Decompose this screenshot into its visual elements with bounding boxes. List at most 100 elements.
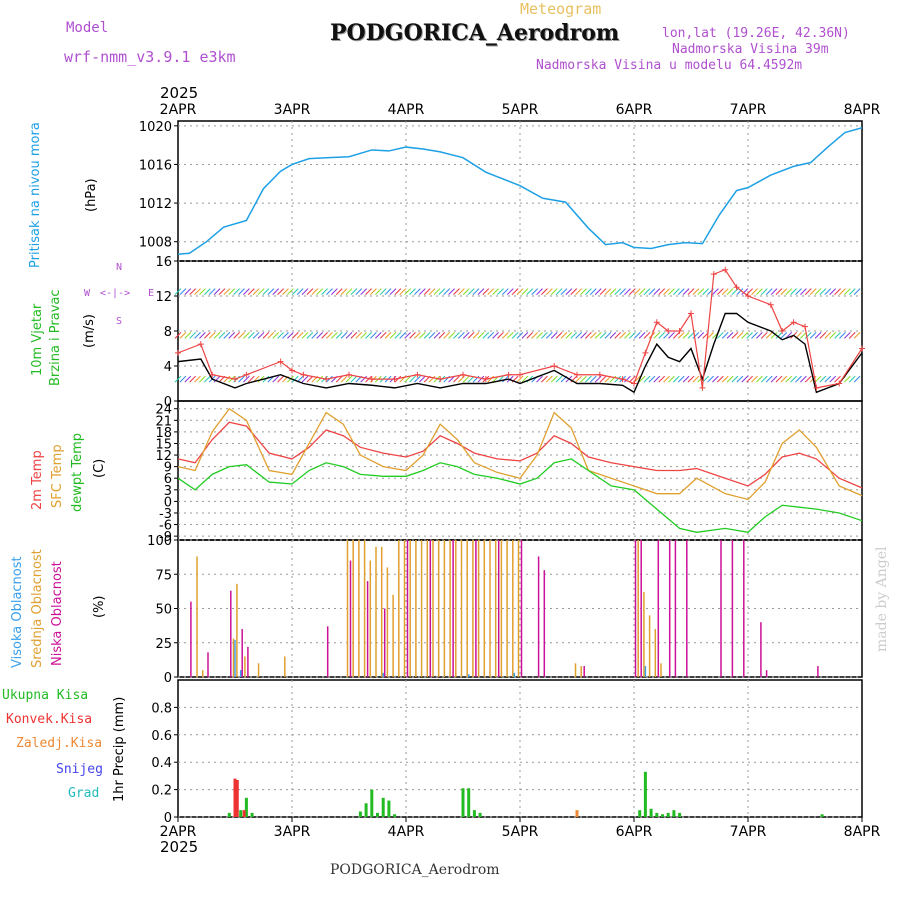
- wind-direction-arrow: [448, 332, 455, 339]
- wind-direction-arrow: [599, 332, 607, 339]
- wind-direction-arrow: [409, 375, 416, 383]
- wind-direction-arrow: [824, 288, 832, 295]
- wind-direction-arrow: [521, 288, 529, 295]
- time-tick-label-bottom: 7APR: [730, 824, 767, 840]
- wind-speed-line: [177, 312, 863, 394]
- wind-direction-arrow: [428, 375, 436, 383]
- wind-direction-arrow: [189, 332, 197, 339]
- y-tick-label: 1008: [139, 236, 172, 251]
- wind-direction-arrow: [658, 375, 666, 383]
- lonlat-text: lon,lat (19.26E, 42.36N): [662, 26, 850, 41]
- precip-total-bar: [672, 810, 676, 817]
- wind-direction-arrow: [800, 375, 807, 383]
- wind-direction-arrow: [335, 332, 343, 339]
- wind-gust-marker: [574, 371, 580, 378]
- wind-direction-arrow: [194, 375, 201, 383]
- wind-gust-marker: [813, 384, 820, 391]
- wind-direction-arrow: [594, 332, 602, 339]
- precip-total-bar: [643, 771, 647, 817]
- wind-direction-arrow: [560, 288, 568, 295]
- y-tick-label: 6: [164, 472, 172, 487]
- wind-direction-arrow: [721, 288, 729, 295]
- wind-direction-arrow: [409, 288, 416, 295]
- wind-direction-arrow: [384, 332, 392, 339]
- year-bottom: 2025: [160, 838, 199, 856]
- wind-direction-arrow: [765, 332, 773, 339]
- wind-direction-arrow: [321, 332, 328, 339]
- wind-direction-arrow: [614, 332, 622, 339]
- wind-gust-marker: [209, 371, 216, 378]
- wind-direction-arrow: [814, 288, 822, 295]
- wind-direction-arrow: [545, 332, 553, 339]
- wind-direction-arrow: [824, 332, 832, 339]
- wind-direction-arrow: [487, 375, 495, 383]
- precip-conv-bar: [233, 778, 237, 817]
- wind-direction-arrow: [804, 375, 812, 383]
- wind-direction-arrow: [624, 288, 631, 295]
- wind-gust-marker: [243, 371, 250, 378]
- compass-e: E: [148, 288, 155, 299]
- wind-gust-marker: [232, 376, 238, 383]
- time-tick-label-top: 7APR: [730, 102, 767, 118]
- wind-direction-arrow: [829, 288, 837, 295]
- wind-gust-marker: [665, 328, 672, 334]
- wind-direction-arrow: [296, 332, 304, 339]
- wind-direction-arrow: [199, 375, 206, 383]
- wind-direction-arrow: [834, 375, 841, 383]
- wind-direction-arrow: [472, 332, 480, 339]
- precip-total-bar: [472, 810, 476, 817]
- wind-direction-arrow: [692, 288, 700, 295]
- wind-direction-arrow: [277, 332, 284, 339]
- wind-direction-arrow: [399, 332, 407, 339]
- wind-direction-arrow: [458, 288, 465, 295]
- wind-direction-arrow: [477, 375, 485, 383]
- wind-gust-marker: [722, 266, 729, 273]
- wind-direction-arrow: [350, 288, 358, 295]
- precip-total-label: Ukupna Kisa: [2, 688, 89, 703]
- wind-direction-arrow: [653, 375, 661, 383]
- wind-direction-arrow: [282, 288, 289, 295]
- wind-direction-arrow: [629, 332, 636, 339]
- y-tick-label: 0.8: [151, 701, 172, 716]
- wind-direction-arrow: [550, 288, 558, 295]
- wind-direction-arrow: [277, 375, 284, 383]
- wind-direction-arrow: [521, 375, 529, 383]
- wind-direction-arrow: [751, 332, 758, 339]
- wind-direction-arrow: [726, 288, 734, 295]
- wind-direction-arrow: [580, 332, 587, 339]
- wind-direction-arrow: [301, 332, 309, 339]
- wind-direction-arrow: [599, 375, 607, 383]
- wind-gust-marker: [346, 371, 352, 378]
- wind-direction-arrow: [208, 288, 216, 295]
- wind-direction-arrow: [663, 375, 670, 383]
- wind-direction-arrow: [668, 288, 675, 295]
- wind-direction-arrow: [800, 332, 807, 339]
- wind-direction-arrow: [394, 332, 402, 339]
- wind-direction-arrow: [707, 332, 714, 339]
- wind-direction-arrow: [726, 332, 734, 339]
- precip-total-bar: [661, 814, 664, 817]
- y-tick-label: 15: [155, 437, 172, 452]
- wind-direction-arrow: [213, 375, 221, 383]
- wind-direction-arrow: [345, 375, 353, 383]
- wind-direction-arrow: [184, 288, 192, 295]
- wind-direction-arrow: [174, 375, 182, 383]
- wind-gust-marker: [733, 284, 740, 291]
- y-tick-label: 25: [155, 637, 172, 652]
- wind-direction-arrow: [804, 288, 812, 295]
- wind-gust-marker: [631, 380, 637, 387]
- wind-direction-arrow: [414, 375, 421, 383]
- wind-direction-arrow: [589, 332, 597, 339]
- wind-direction-arrow: [736, 332, 744, 339]
- time-tick-label-bottom: 6APR: [616, 824, 653, 840]
- wind-direction-arrow: [252, 332, 260, 339]
- wind-direction-arrow: [790, 375, 797, 383]
- wind-gust-marker: [323, 376, 330, 383]
- wind-direction-arrow: [580, 288, 587, 295]
- wind-direction-arrow: [497, 332, 504, 339]
- wind-direction-arrow: [677, 375, 685, 383]
- wind-direction-arrow: [814, 375, 822, 383]
- wind-direction-arrow: [487, 288, 495, 295]
- wind-direction-arrow: [199, 332, 206, 339]
- wind-direction-arrow: [335, 288, 343, 295]
